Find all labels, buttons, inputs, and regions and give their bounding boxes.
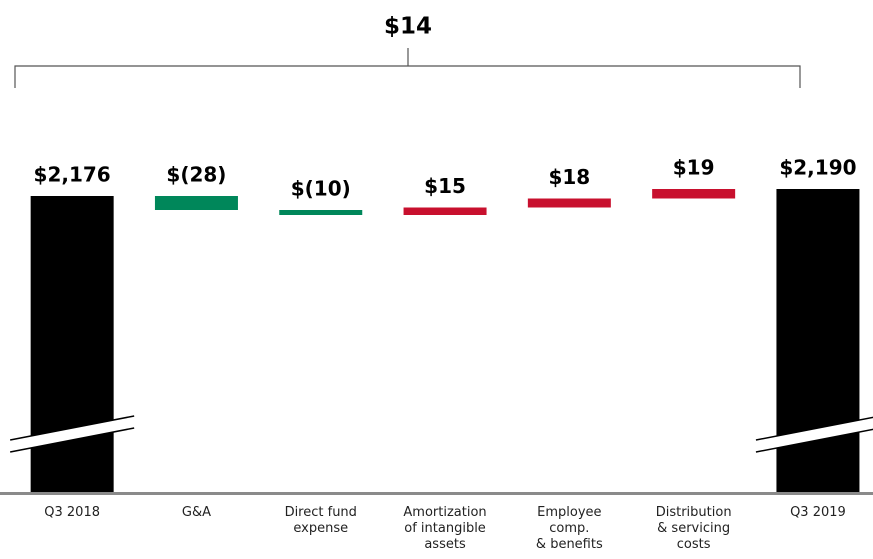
value-label: $15 bbox=[424, 174, 466, 198]
axis-break-line bbox=[10, 415, 135, 441]
value-label: $18 bbox=[548, 165, 590, 189]
delta-bar bbox=[279, 210, 363, 215]
bracket bbox=[14, 48, 801, 88]
total-bar bbox=[776, 189, 860, 492]
axis-break bbox=[755, 417, 873, 452]
x-tick-label: Employee comp. & benefits bbox=[535, 505, 603, 552]
delta-bar bbox=[154, 196, 238, 210]
value-label: $2,176 bbox=[34, 163, 111, 187]
x-tick-label: Q3 2019 bbox=[790, 505, 846, 520]
x-tick-label: Q3 2018 bbox=[44, 505, 100, 520]
x-tick-label: Amortization of intangible assets bbox=[403, 505, 487, 552]
x-tick-label: Direct fund expense bbox=[284, 505, 357, 536]
value-label: $(10) bbox=[291, 177, 351, 201]
axis-break-line bbox=[755, 428, 873, 453]
total-change: $14 bbox=[384, 14, 432, 40]
value-label: $(28) bbox=[166, 163, 226, 187]
value-label: $2,190 bbox=[779, 156, 856, 180]
axis-break-line bbox=[755, 416, 873, 441]
delta-bar bbox=[403, 207, 487, 215]
axis-break-line bbox=[10, 427, 135, 453]
x-tick-label: Distribution & servicing costs bbox=[655, 505, 732, 552]
total-bar bbox=[30, 196, 114, 492]
value-label: $19 bbox=[673, 156, 715, 180]
delta-bar bbox=[527, 198, 611, 208]
delta-bar bbox=[652, 189, 736, 199]
axis-break bbox=[10, 416, 135, 452]
x-tick-label: G&A bbox=[181, 505, 211, 520]
